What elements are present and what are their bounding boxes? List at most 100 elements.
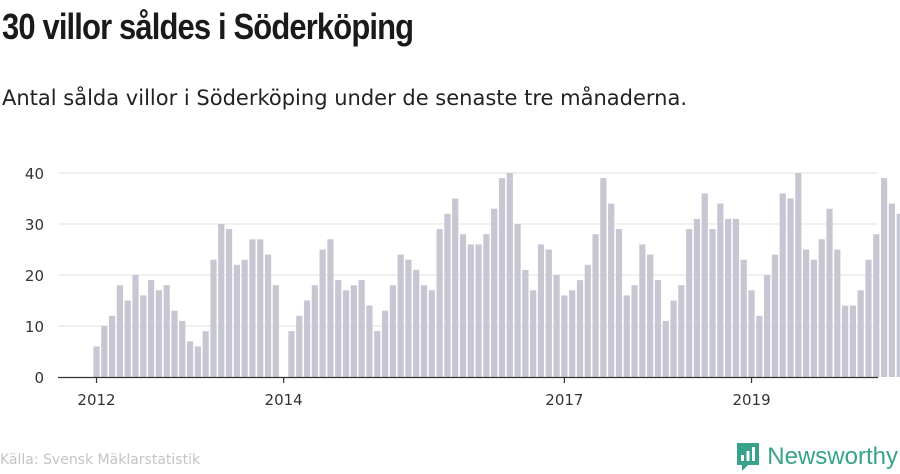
bar xyxy=(491,208,498,377)
bar xyxy=(303,300,311,377)
bar xyxy=(896,213,900,377)
bar xyxy=(140,295,147,377)
y-tick-label: 0 xyxy=(34,369,44,387)
bar xyxy=(537,244,545,377)
bar xyxy=(771,254,779,377)
bar xyxy=(592,234,599,377)
bars xyxy=(93,173,900,377)
bar xyxy=(725,218,732,377)
bar xyxy=(210,259,217,377)
bar xyxy=(413,269,420,377)
bar xyxy=(740,259,747,377)
y-tick-label: 40 xyxy=(25,165,44,183)
bar xyxy=(686,229,693,377)
bar xyxy=(615,229,623,377)
bar xyxy=(498,178,506,377)
bar xyxy=(249,239,256,377)
bar xyxy=(693,218,701,377)
bar xyxy=(764,275,771,377)
bar xyxy=(311,285,318,377)
bar xyxy=(171,310,178,377)
bar xyxy=(163,285,170,377)
bar xyxy=(108,315,116,377)
bar xyxy=(654,280,662,377)
bar xyxy=(225,229,233,377)
bar xyxy=(475,244,482,377)
bar xyxy=(272,285,279,377)
bar xyxy=(857,290,864,377)
bar xyxy=(514,224,521,377)
bar xyxy=(779,193,786,377)
bar xyxy=(787,198,794,377)
bar xyxy=(748,290,755,377)
bar xyxy=(647,254,654,377)
bar xyxy=(623,295,630,377)
chart-title: 30 villor såldes i Söderköping xyxy=(2,6,414,47)
bar xyxy=(600,178,607,377)
bar xyxy=(296,315,303,377)
bar xyxy=(233,264,240,377)
brand-name: Newsworthy xyxy=(767,443,898,470)
bar xyxy=(639,244,646,377)
bar xyxy=(865,259,872,377)
bar xyxy=(366,305,373,377)
bar xyxy=(358,280,365,377)
bar xyxy=(662,320,669,377)
bar xyxy=(436,229,443,377)
bar xyxy=(319,249,326,377)
bar xyxy=(608,203,615,377)
bar xyxy=(717,203,724,377)
bar xyxy=(818,239,825,377)
bar xyxy=(561,295,568,377)
bar xyxy=(842,305,849,377)
axes: 0102030403020122014201720192021 xyxy=(25,165,878,409)
bar xyxy=(709,229,716,377)
bar xyxy=(826,208,833,377)
bar xyxy=(218,224,225,377)
bar xyxy=(452,198,459,377)
bar xyxy=(732,218,740,377)
bar xyxy=(179,320,186,377)
bar xyxy=(553,275,560,377)
bar xyxy=(670,300,677,377)
brand-logo[interactable]: Newsworthy xyxy=(735,441,898,473)
bar xyxy=(101,326,108,377)
newsworthy-logo-icon xyxy=(737,443,760,471)
bar xyxy=(420,285,428,377)
bar xyxy=(397,254,404,377)
bar xyxy=(93,346,100,377)
y-tick-label: 30 xyxy=(25,216,44,234)
y-tick-label: 20 xyxy=(25,267,44,285)
bar xyxy=(194,346,201,377)
bar xyxy=(147,280,155,377)
bar xyxy=(381,310,389,377)
bar xyxy=(155,290,162,377)
bar xyxy=(264,254,272,377)
bar xyxy=(678,285,685,377)
bar xyxy=(116,285,123,377)
bar xyxy=(795,173,802,377)
chart-subtitle: Antal sålda villor i Söderköping under d… xyxy=(2,86,687,110)
y-tick-label: 10 xyxy=(25,318,44,336)
bar xyxy=(810,259,818,377)
bar xyxy=(756,315,763,377)
bar xyxy=(530,290,537,377)
bar xyxy=(241,259,248,377)
bar xyxy=(202,331,209,377)
bar xyxy=(506,173,513,377)
bar xyxy=(335,280,342,377)
bar xyxy=(576,280,584,377)
bar xyxy=(849,305,857,377)
bar xyxy=(350,285,357,377)
bar xyxy=(803,249,810,377)
x-tick-label: 2017 xyxy=(545,391,583,409)
bar xyxy=(888,203,895,377)
bar xyxy=(132,275,139,377)
bar xyxy=(288,331,295,377)
bar xyxy=(834,249,841,377)
bar xyxy=(459,234,467,377)
bar xyxy=(701,193,708,377)
bar xyxy=(880,178,888,377)
bar xyxy=(342,290,350,377)
bar xyxy=(389,285,396,377)
